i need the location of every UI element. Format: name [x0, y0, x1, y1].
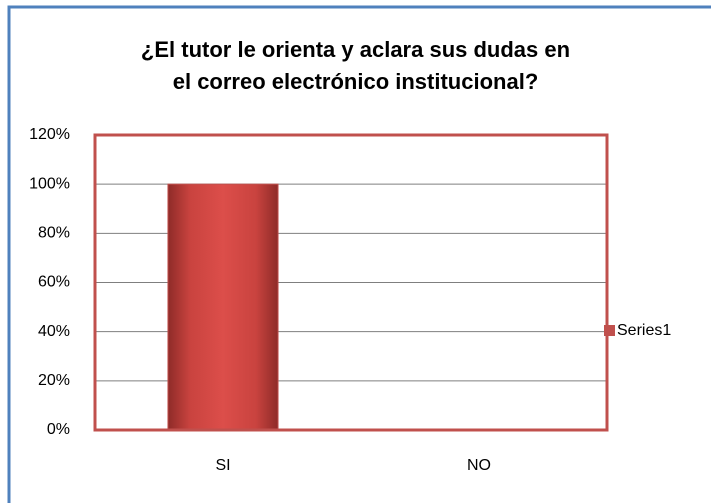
frame	[7, 5, 711, 503]
y-tick-label: 60%	[38, 274, 70, 291]
y-tick-label: 120%	[29, 126, 70, 143]
y-tick-label: 20%	[38, 372, 70, 389]
y-tick-label: 0%	[47, 421, 70, 438]
chart-title: ¿El tutor le orienta y aclara sus dudas …	[140, 37, 571, 94]
legend-swatch	[604, 325, 615, 336]
y-tick-label: 40%	[38, 323, 70, 340]
legend-label: Series1	[617, 322, 671, 339]
x-tick-label: SI	[215, 457, 230, 474]
bar	[167, 183, 279, 431]
x-tick-label: NO	[467, 457, 491, 474]
plot-border	[93, 133, 609, 432]
y-tick-label: 80%	[38, 225, 70, 242]
y-tick-label: 100%	[29, 175, 70, 192]
